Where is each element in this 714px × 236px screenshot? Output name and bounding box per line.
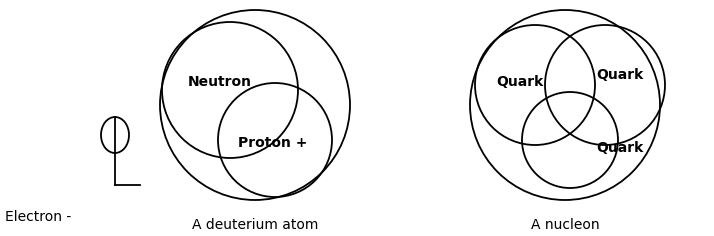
Text: Quark: Quark [596,68,643,82]
Text: Proton +: Proton + [238,136,308,150]
Text: Electron -: Electron - [5,210,71,224]
Text: A nucleon: A nucleon [531,218,599,232]
Text: Quark: Quark [496,75,543,89]
Text: A deuterium atom: A deuterium atom [192,218,318,232]
Text: Quark: Quark [596,141,643,155]
Text: Neutron: Neutron [188,75,252,89]
